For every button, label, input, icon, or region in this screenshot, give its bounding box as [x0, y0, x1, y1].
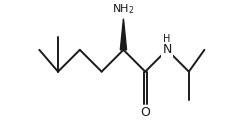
Text: NH$_2$: NH$_2$: [112, 2, 135, 16]
Polygon shape: [120, 19, 126, 50]
Text: N: N: [162, 43, 172, 56]
Text: O: O: [140, 106, 150, 119]
Text: H: H: [163, 34, 171, 44]
